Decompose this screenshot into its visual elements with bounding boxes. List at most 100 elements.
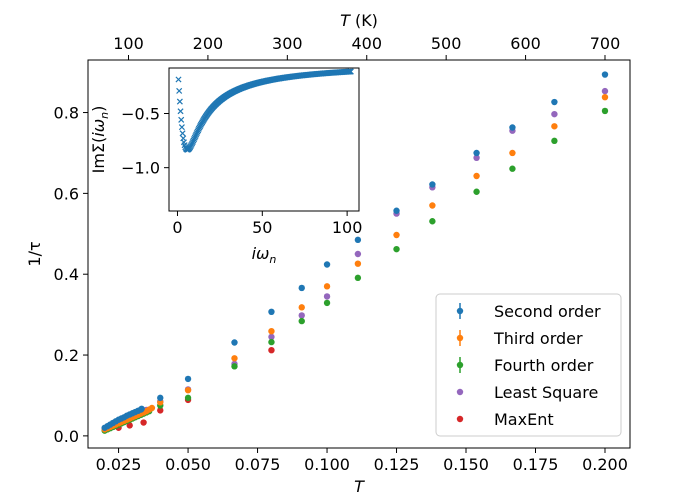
top-axis-label: T (K): [340, 11, 378, 30]
series-second-order: [101, 71, 609, 431]
plot-frame: [87, 59, 631, 449]
legend-entry-second-order: Second order: [456, 302, 601, 321]
data-point: [268, 338, 275, 346]
legend-marker: [456, 307, 464, 315]
legend-entry-fourth-order: Fourth order: [456, 356, 594, 375]
legend-marker: [456, 388, 464, 396]
y-tick-label: 0.4: [54, 265, 79, 284]
inset-y-label-prefix: ImΣ(: [89, 137, 108, 174]
x-tick-label: 0.150: [443, 455, 489, 474]
y-tick-label: 0.2: [54, 346, 79, 365]
y-tick-label: 0.6: [54, 184, 79, 203]
data-point: [231, 363, 238, 370]
data-point: [140, 419, 147, 426]
data-point: [231, 355, 238, 362]
data-point: [393, 231, 400, 239]
x-tick-label: 0.050: [165, 455, 211, 474]
legend-entry-maxent: MaxEnt: [456, 410, 554, 429]
legend-marker: [456, 361, 464, 369]
data-point: [268, 333, 275, 341]
data-point: [393, 245, 400, 253]
data-point: [601, 71, 609, 78]
inset-data-point: [176, 87, 183, 94]
x-tick-label: 0.025: [96, 455, 142, 474]
inset-x-axis-label: iωn: [252, 244, 277, 266]
data-point: [429, 218, 436, 225]
data-point: [298, 317, 305, 325]
data-point: [601, 87, 609, 95]
inset-data-point: [179, 130, 186, 137]
top-x-tick-label: 500: [431, 34, 462, 53]
top-x-tick-label: 100: [113, 34, 144, 53]
data-point: [354, 274, 362, 282]
inset-y-tick-label: −1.0: [121, 159, 160, 178]
inset-frame: [168, 67, 360, 212]
legend-marker: [456, 334, 464, 342]
data-point: [393, 207, 400, 214]
data-point: [551, 110, 558, 118]
x-tick-label: 0.100: [304, 455, 350, 474]
x-tick-label: 0.125: [374, 455, 420, 474]
data-point: [148, 404, 156, 412]
inset-x-label-subscript: n: [269, 253, 276, 266]
data-point: [473, 188, 480, 195]
data-point: [473, 172, 480, 180]
inset-data-point: [178, 116, 185, 123]
data-point: [509, 124, 516, 131]
inset-y-tick-label: −0.5: [121, 105, 160, 124]
legend-label: Second order: [494, 302, 601, 321]
data-point: [551, 123, 558, 130]
x-tick-label: 0.175: [513, 455, 559, 474]
inset-data-point: [175, 76, 182, 83]
data-point: [551, 98, 558, 106]
inset-x-tick-label: 50: [252, 218, 272, 237]
legend: Second order Third order Fourth order Least…: [435, 293, 622, 437]
legend-label: Third order: [493, 329, 583, 348]
data-point: [138, 405, 145, 412]
inset-y-label-subscript: n: [98, 112, 111, 119]
data-point: [429, 202, 436, 209]
data-point: [323, 283, 331, 290]
inset-y-axis-label: ImΣ(iωn): [89, 106, 111, 174]
top-axis-label-symbol: T: [340, 11, 351, 30]
data-point: [509, 165, 516, 172]
data-point: [354, 236, 362, 244]
top-x-tick-label: 700: [590, 34, 621, 53]
data-point: [231, 339, 238, 346]
data-point: [354, 250, 362, 258]
legend-label: MaxEnt: [494, 410, 554, 429]
inset-data-point: [177, 108, 184, 115]
main-axes: 0.025 0.050 0.075 0.100 0.125 0.150 0.175 0.200…: [25, 11, 631, 496]
data-point: [184, 394, 192, 402]
data-point: [184, 387, 192, 394]
data-point: [601, 93, 609, 101]
data-point: [298, 284, 305, 292]
legend-label: Least Square: [494, 383, 598, 402]
data-point: [298, 304, 305, 311]
top-axis-label-unit: (K): [350, 11, 378, 30]
data-point: [473, 154, 480, 162]
top-x-tick-label: 300: [272, 34, 303, 53]
x-tick-label: 0.200: [582, 455, 628, 474]
inset-data-point: [176, 98, 183, 105]
data-point: [473, 149, 480, 157]
data-point: [323, 299, 331, 307]
top-x-tick-label: 400: [351, 34, 382, 53]
data-point: [157, 407, 164, 414]
y-tick-label: 0.8: [54, 104, 79, 123]
legend-box: [435, 293, 622, 437]
inset-x-tick-label: 0: [172, 218, 182, 237]
data-point: [509, 149, 516, 157]
data-point: [354, 260, 362, 267]
legend-marker: [456, 415, 464, 423]
inset-x-label-symbol: iω: [252, 244, 270, 263]
inset-data-point: [178, 124, 185, 131]
inset-x-tick-label: 100: [332, 218, 363, 237]
top-x-tick-label: 600: [510, 34, 541, 53]
data-point: [323, 293, 331, 300]
legend-label: Fourth order: [494, 356, 594, 375]
data-point: [268, 308, 275, 315]
data-point: [323, 261, 331, 268]
data-point: [268, 328, 275, 335]
